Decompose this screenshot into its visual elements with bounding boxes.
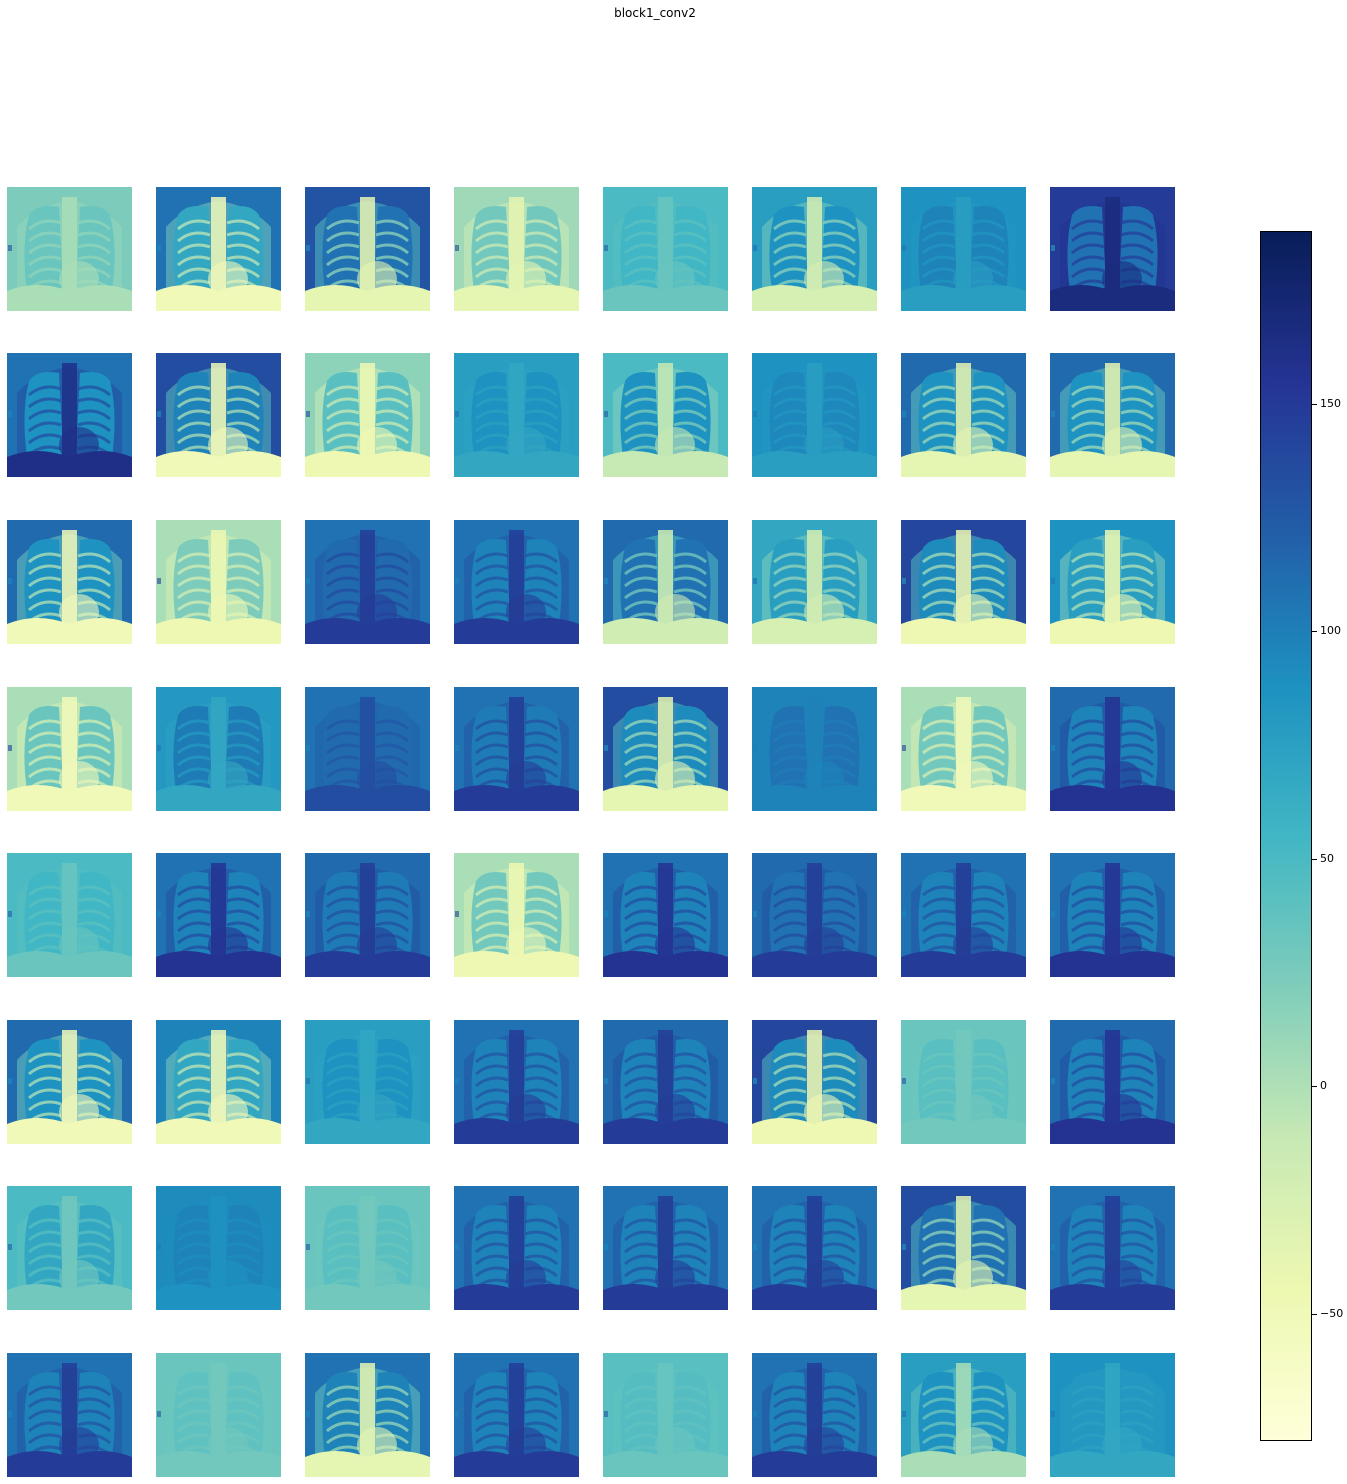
feature-map-tile (156, 1186, 281, 1310)
feature-map-tile (1050, 187, 1175, 311)
figure-title: block1_conv2 (614, 6, 696, 20)
feature-map-tile (454, 520, 579, 644)
feature-map-tile (901, 853, 1026, 977)
feature-map-tile (603, 1353, 728, 1477)
feature-map-tile (1050, 520, 1175, 644)
feature-map-tile (305, 687, 430, 811)
feature-map-tile (1050, 1353, 1175, 1477)
colorbar-tick-mark (1312, 631, 1317, 632)
feature-map-tile (156, 353, 281, 477)
feature-map-tile (901, 1186, 1026, 1310)
colorbar-tick-label: 100 (1320, 624, 1341, 637)
colorbar-tick-label: 50 (1320, 852, 1334, 865)
feature-map-tile (752, 853, 877, 977)
feature-map-tile (305, 520, 430, 644)
feature-map-tile (752, 1353, 877, 1477)
feature-map-tile (1050, 853, 1175, 977)
feature-map-tile (901, 353, 1026, 477)
feature-map-tile (156, 853, 281, 977)
colorbar (1260, 231, 1312, 1441)
feature-map-tile (7, 520, 132, 644)
feature-map-tile (752, 187, 877, 311)
feature-map-tile (7, 187, 132, 311)
feature-map-tile (305, 1353, 430, 1477)
feature-map-tile (1050, 353, 1175, 477)
colorbar-tick-mark (1312, 404, 1317, 405)
feature-map-tile (305, 1020, 430, 1144)
feature-map-tile (305, 187, 430, 311)
feature-map-tile (305, 353, 430, 477)
feature-map-tile (901, 520, 1026, 644)
feature-map-tile (156, 520, 281, 644)
feature-map-tile (901, 687, 1026, 811)
feature-map-tile (454, 1186, 579, 1310)
feature-map-tile (603, 687, 728, 811)
feature-map-tile (603, 853, 728, 977)
feature-map-tile (156, 687, 281, 811)
feature-map-tile (603, 520, 728, 644)
feature-map-tile (752, 1186, 877, 1310)
feature-map-tile (156, 1353, 281, 1477)
feature-map-tile (603, 187, 728, 311)
feature-map-tile (305, 1186, 430, 1310)
feature-map-tile (1050, 1020, 1175, 1144)
feature-map-tile (305, 853, 430, 977)
feature-map-tile (7, 687, 132, 811)
colorbar-tick-mark (1312, 1086, 1317, 1087)
feature-map-tile (454, 1353, 579, 1477)
feature-map-tile (752, 520, 877, 644)
feature-map-tile (1050, 687, 1175, 811)
feature-map-tile (7, 1186, 132, 1310)
colorbar-tick-label: 150 (1320, 397, 1341, 410)
colorbar-tick-mark (1312, 1314, 1317, 1315)
colorbar-tick-label: −50 (1320, 1307, 1344, 1320)
feature-map-tile (603, 1186, 728, 1310)
feature-map-tile (454, 687, 579, 811)
feature-map-grid (7, 187, 1175, 1477)
feature-map-tile (156, 187, 281, 311)
feature-map-tile (7, 1020, 132, 1144)
feature-map-tile (454, 853, 579, 977)
feature-map-tile (752, 353, 877, 477)
feature-map-tile (1050, 1186, 1175, 1310)
feature-map-tile (7, 1353, 132, 1477)
feature-map-tile (901, 187, 1026, 311)
feature-map-tile (901, 1020, 1026, 1144)
feature-map-tile (7, 853, 132, 977)
feature-map-tile (454, 187, 579, 311)
colorbar-tick-mark (1312, 859, 1317, 860)
feature-map-tile (7, 353, 132, 477)
feature-map-tile (752, 687, 877, 811)
colorbar-tick-label: 0 (1320, 1079, 1327, 1092)
feature-map-tile (603, 1020, 728, 1144)
feature-map-tile (901, 1353, 1026, 1477)
feature-map-tile (454, 353, 579, 477)
feature-map-tile (603, 353, 728, 477)
feature-map-tile (156, 1020, 281, 1144)
feature-map-tile (454, 1020, 579, 1144)
feature-map-tile (752, 1020, 877, 1144)
